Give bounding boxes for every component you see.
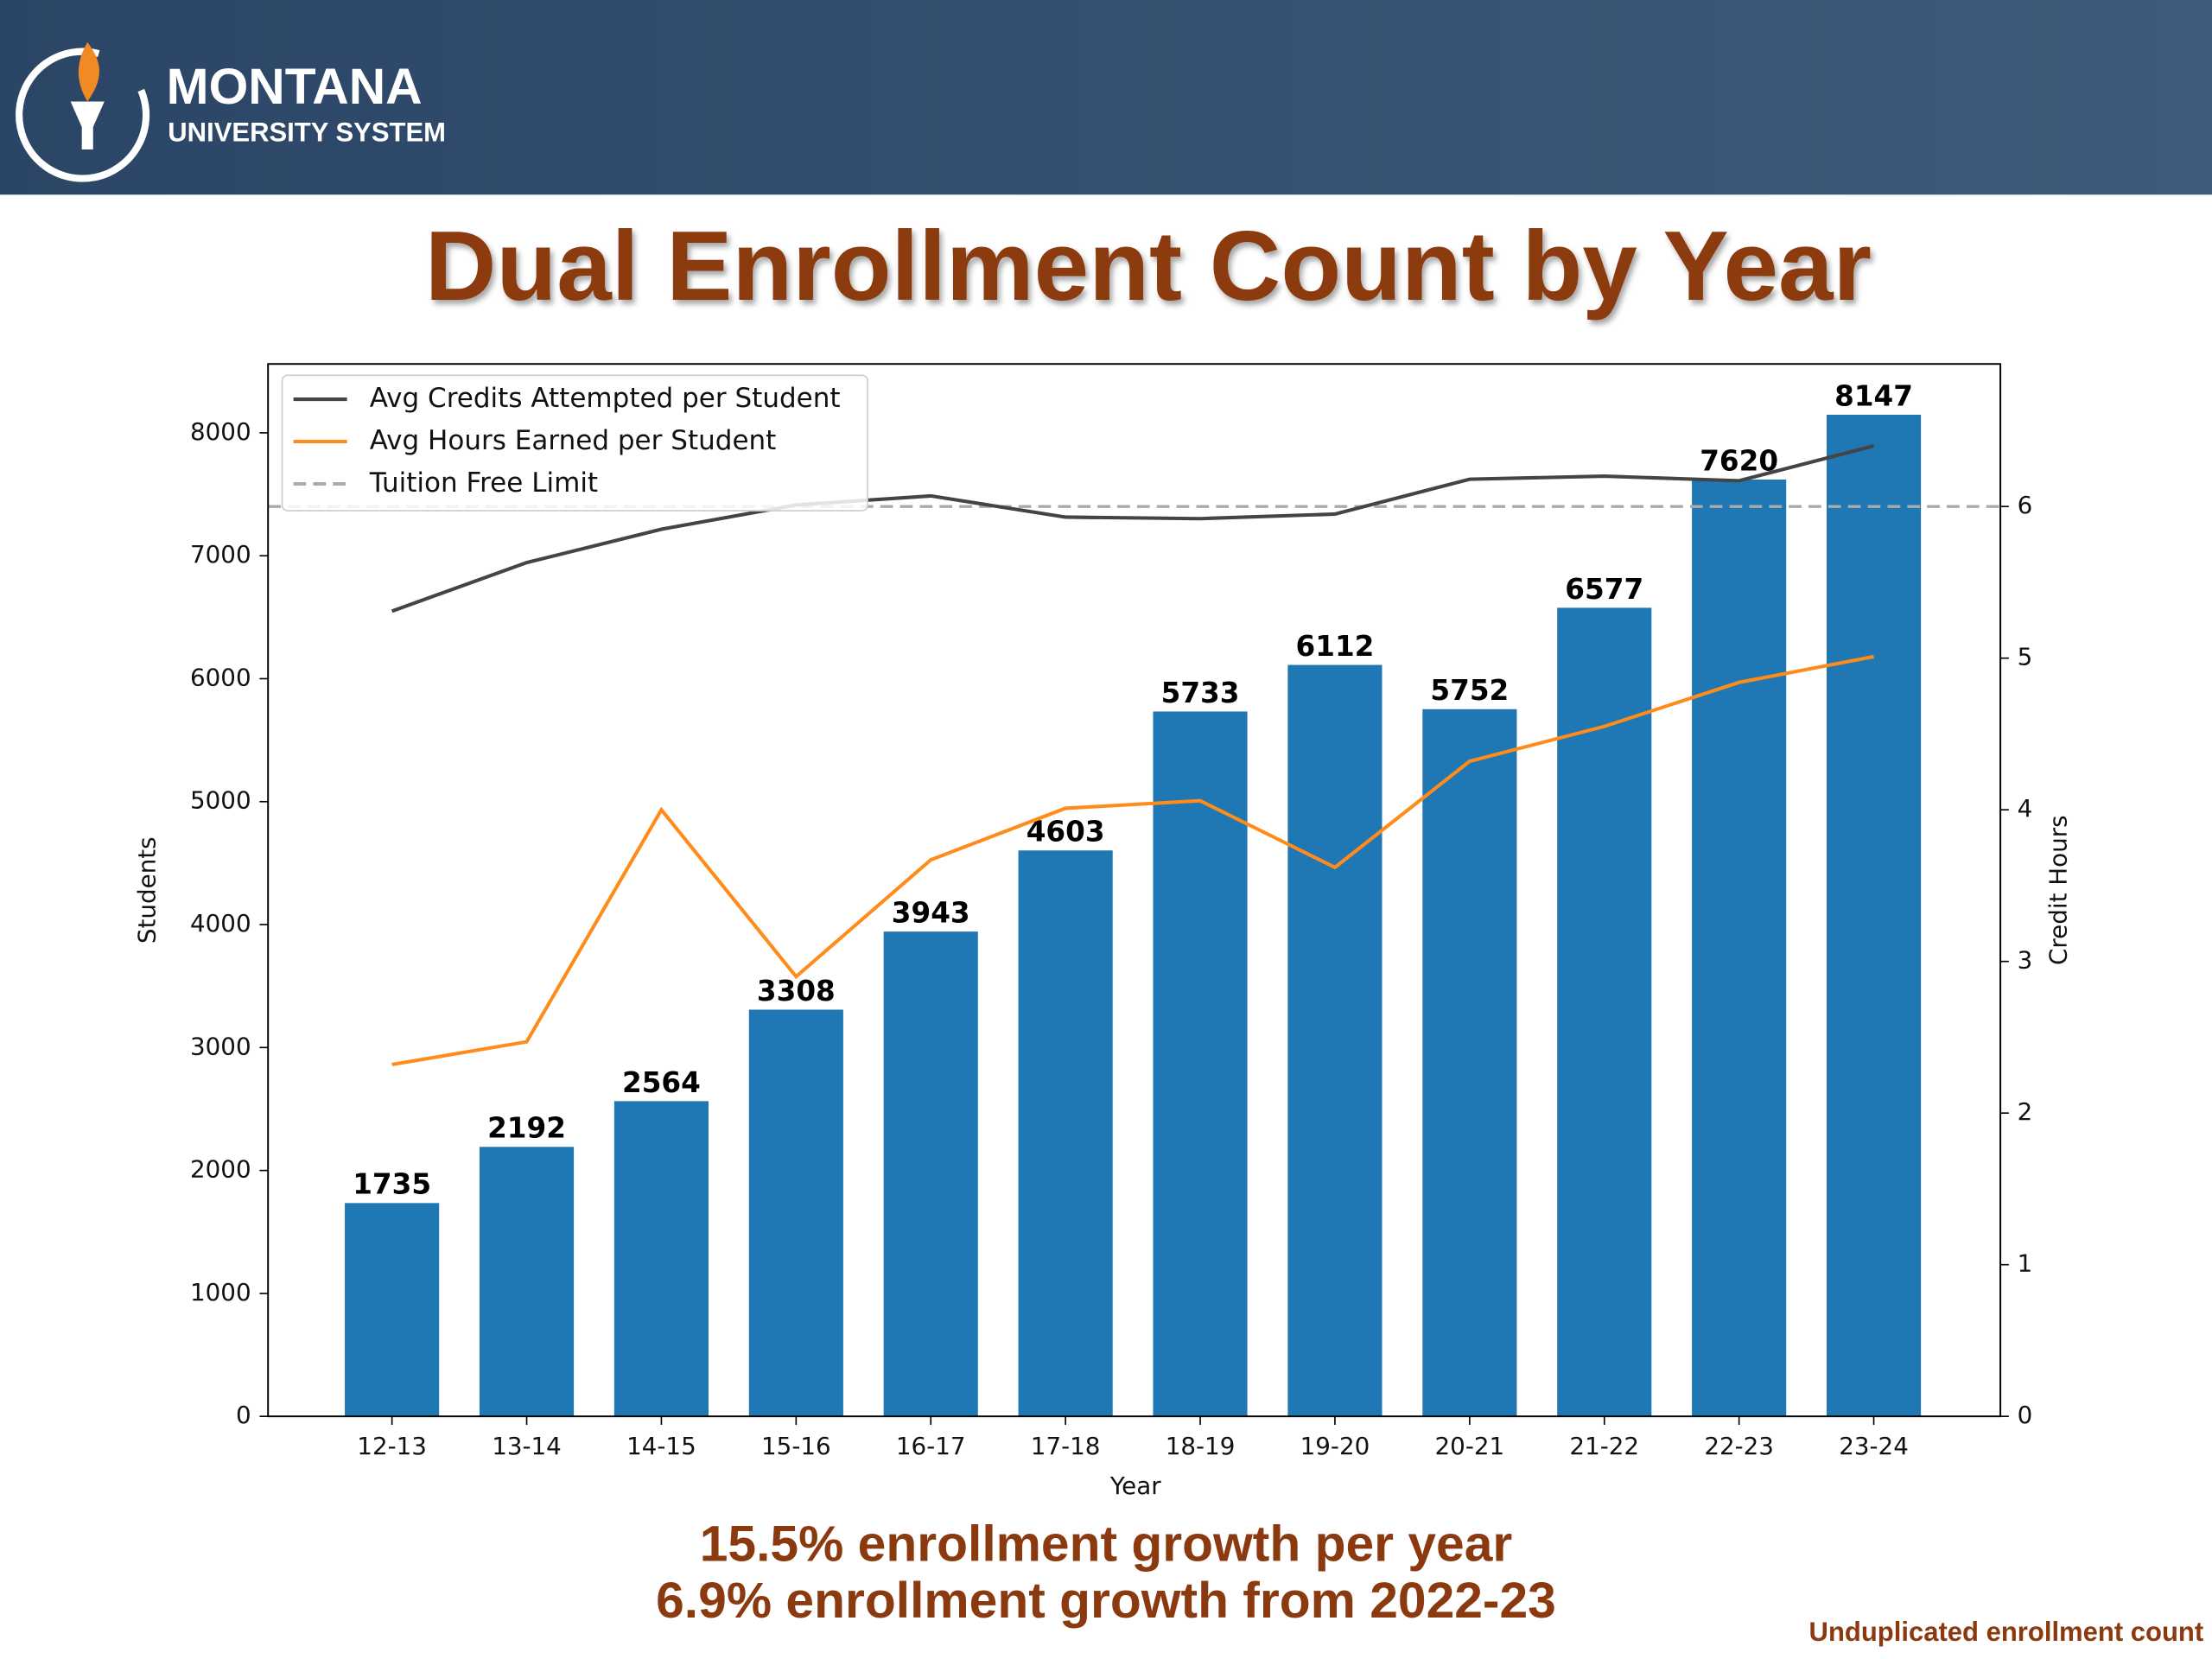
x-tick-label: 15-16: [761, 1432, 831, 1460]
bar-value-label: 5752: [1430, 674, 1509, 707]
bar-value-label: 2192: [487, 1112, 566, 1145]
x-tick-label: 22-23: [1704, 1432, 1774, 1460]
y2-axis-label: Credit Hours: [2044, 815, 2073, 965]
bar-value-label: 2564: [622, 1066, 701, 1099]
bar: [1422, 709, 1517, 1417]
y-tick-label: 1000: [190, 1278, 251, 1306]
plot: 0 1000 2000 3000 4000 5000 6000 7000 8000 0 1 2 3 4 5 6…: [190, 363, 2033, 1460]
y-tick-label: 3000: [190, 1032, 251, 1060]
x-tick-label: 12-13: [357, 1432, 427, 1460]
bar: [1692, 479, 1787, 1417]
plot-frame: [267, 363, 2002, 1418]
y-tick-label: 5000: [190, 786, 251, 815]
bar: [748, 1009, 843, 1417]
legend-label: Avg Hours Earned per Student: [370, 425, 777, 456]
bar-value-label: 6577: [1565, 573, 1643, 606]
y-tick-label: 4000: [190, 909, 251, 938]
x-tick-label: 16-17: [896, 1432, 966, 1460]
y2-tick-label: 2: [2018, 1097, 2033, 1126]
bar-value-label: 4603: [1027, 816, 1105, 849]
x-tick-label: 14-15: [626, 1432, 696, 1460]
x-axis-label: Year: [1109, 1471, 1161, 1500]
legend-label: Avg Credits Attempted per Student: [370, 383, 841, 414]
bar: [1153, 711, 1248, 1417]
y2-tick-label: 3: [2018, 946, 2033, 975]
brand: MONTANA: [167, 59, 423, 115]
banner: [0, 0, 2212, 195]
bar: [1287, 664, 1382, 1417]
bar: [1826, 414, 1922, 1417]
bar-value-label: 7620: [1700, 444, 1778, 477]
footnote: Unduplicated enrollment count: [1809, 1617, 2204, 1647]
brand-subtitle: UNIVERSITY SYSTEM: [168, 117, 446, 147]
line: [391, 654, 1874, 1067]
chart-title: Dual Enrollment Count by Year: [425, 212, 1872, 321]
logo: [16, 41, 150, 182]
y2-tick-label: 1: [2018, 1249, 2033, 1278]
bar: [883, 931, 978, 1417]
y2-tick-label: 5: [2018, 643, 2033, 671]
bar: [479, 1147, 575, 1417]
y-tick-label: 0: [236, 1401, 251, 1429]
y-tick-label: 2000: [190, 1155, 251, 1184]
bar-value-label: 3308: [757, 975, 836, 1007]
y2-tick-label: 0: [2018, 1401, 2033, 1429]
legend-box: [281, 374, 868, 512]
bar: [1018, 850, 1113, 1417]
bar-value-label: 1735: [353, 1168, 431, 1201]
y-tick-label: 8000: [190, 417, 251, 446]
x-tick-label: 18-19: [1166, 1432, 1236, 1460]
x-tick-label: 23-24: [1839, 1432, 1909, 1460]
bar: [1557, 607, 1652, 1417]
y2-tick-label: 4: [2018, 794, 2033, 823]
annotation: 15.5% enrollment growth per year: [700, 1516, 1513, 1573]
x-tick-label: 13-14: [492, 1432, 562, 1460]
legend-label: Tuition Free Limit: [369, 467, 598, 499]
y-axis-label: Students: [132, 836, 161, 944]
bar: [345, 1203, 440, 1417]
annotation: 6.9% enrollment growth from 2022-23: [656, 1573, 1556, 1629]
y-tick-label: 6000: [190, 663, 251, 691]
bar-value-label: 8147: [1834, 379, 1913, 412]
bar: [613, 1101, 709, 1417]
x-tick-label: 19-20: [1300, 1432, 1370, 1460]
bar-value-label: 3943: [892, 897, 970, 930]
y2-tick-label: 6: [2018, 491, 2033, 519]
x-tick-label: 17-18: [1031, 1432, 1101, 1460]
y-tick-label: 7000: [190, 540, 251, 569]
x-tick-label: 20-21: [1435, 1432, 1505, 1460]
line: [391, 444, 1875, 613]
x-tick-label: 21-22: [1569, 1432, 1639, 1460]
bar-value-label: 5733: [1161, 677, 1240, 709]
bar-value-label: 6112: [1296, 630, 1375, 663]
